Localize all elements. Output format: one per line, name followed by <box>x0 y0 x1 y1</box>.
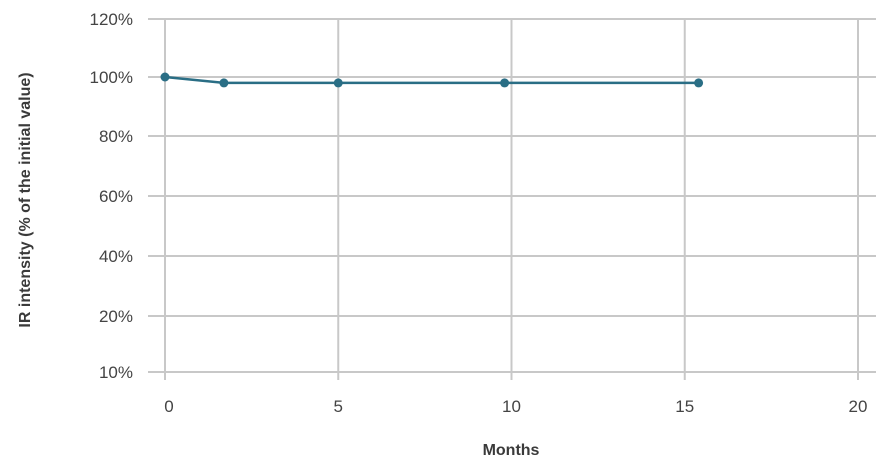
y-axis-ticks: 10% 20% 40% 60% 80% 100% 120% <box>90 10 133 382</box>
x-axis-ticks: 0 5 10 15 20 <box>164 397 867 416</box>
y-tick-label: 100% <box>90 68 133 87</box>
data-point <box>160 72 170 82</box>
data-point <box>694 78 704 88</box>
y-tick-label: 80% <box>99 127 133 146</box>
x-tick-label: 20 <box>849 397 868 416</box>
grid <box>148 18 876 380</box>
data-point <box>500 78 510 88</box>
y-tick-label: 120% <box>90 10 133 29</box>
y-tick-label: 60% <box>99 187 133 206</box>
x-tick-label: 15 <box>675 397 694 416</box>
data-point <box>219 78 229 88</box>
x-tick-label: 5 <box>334 397 343 416</box>
y-tick-label: 40% <box>99 247 133 266</box>
x-tick-label: 10 <box>502 397 521 416</box>
y-tick-label: 10% <box>99 363 133 382</box>
data-point <box>333 78 343 88</box>
y-tick-label: 20% <box>99 307 133 326</box>
y-axis-title: IR intensity (% of the initial value) <box>17 72 34 327</box>
series <box>160 72 704 88</box>
x-axis-title: Months <box>483 442 540 459</box>
x-tick-label: 0 <box>164 397 173 416</box>
